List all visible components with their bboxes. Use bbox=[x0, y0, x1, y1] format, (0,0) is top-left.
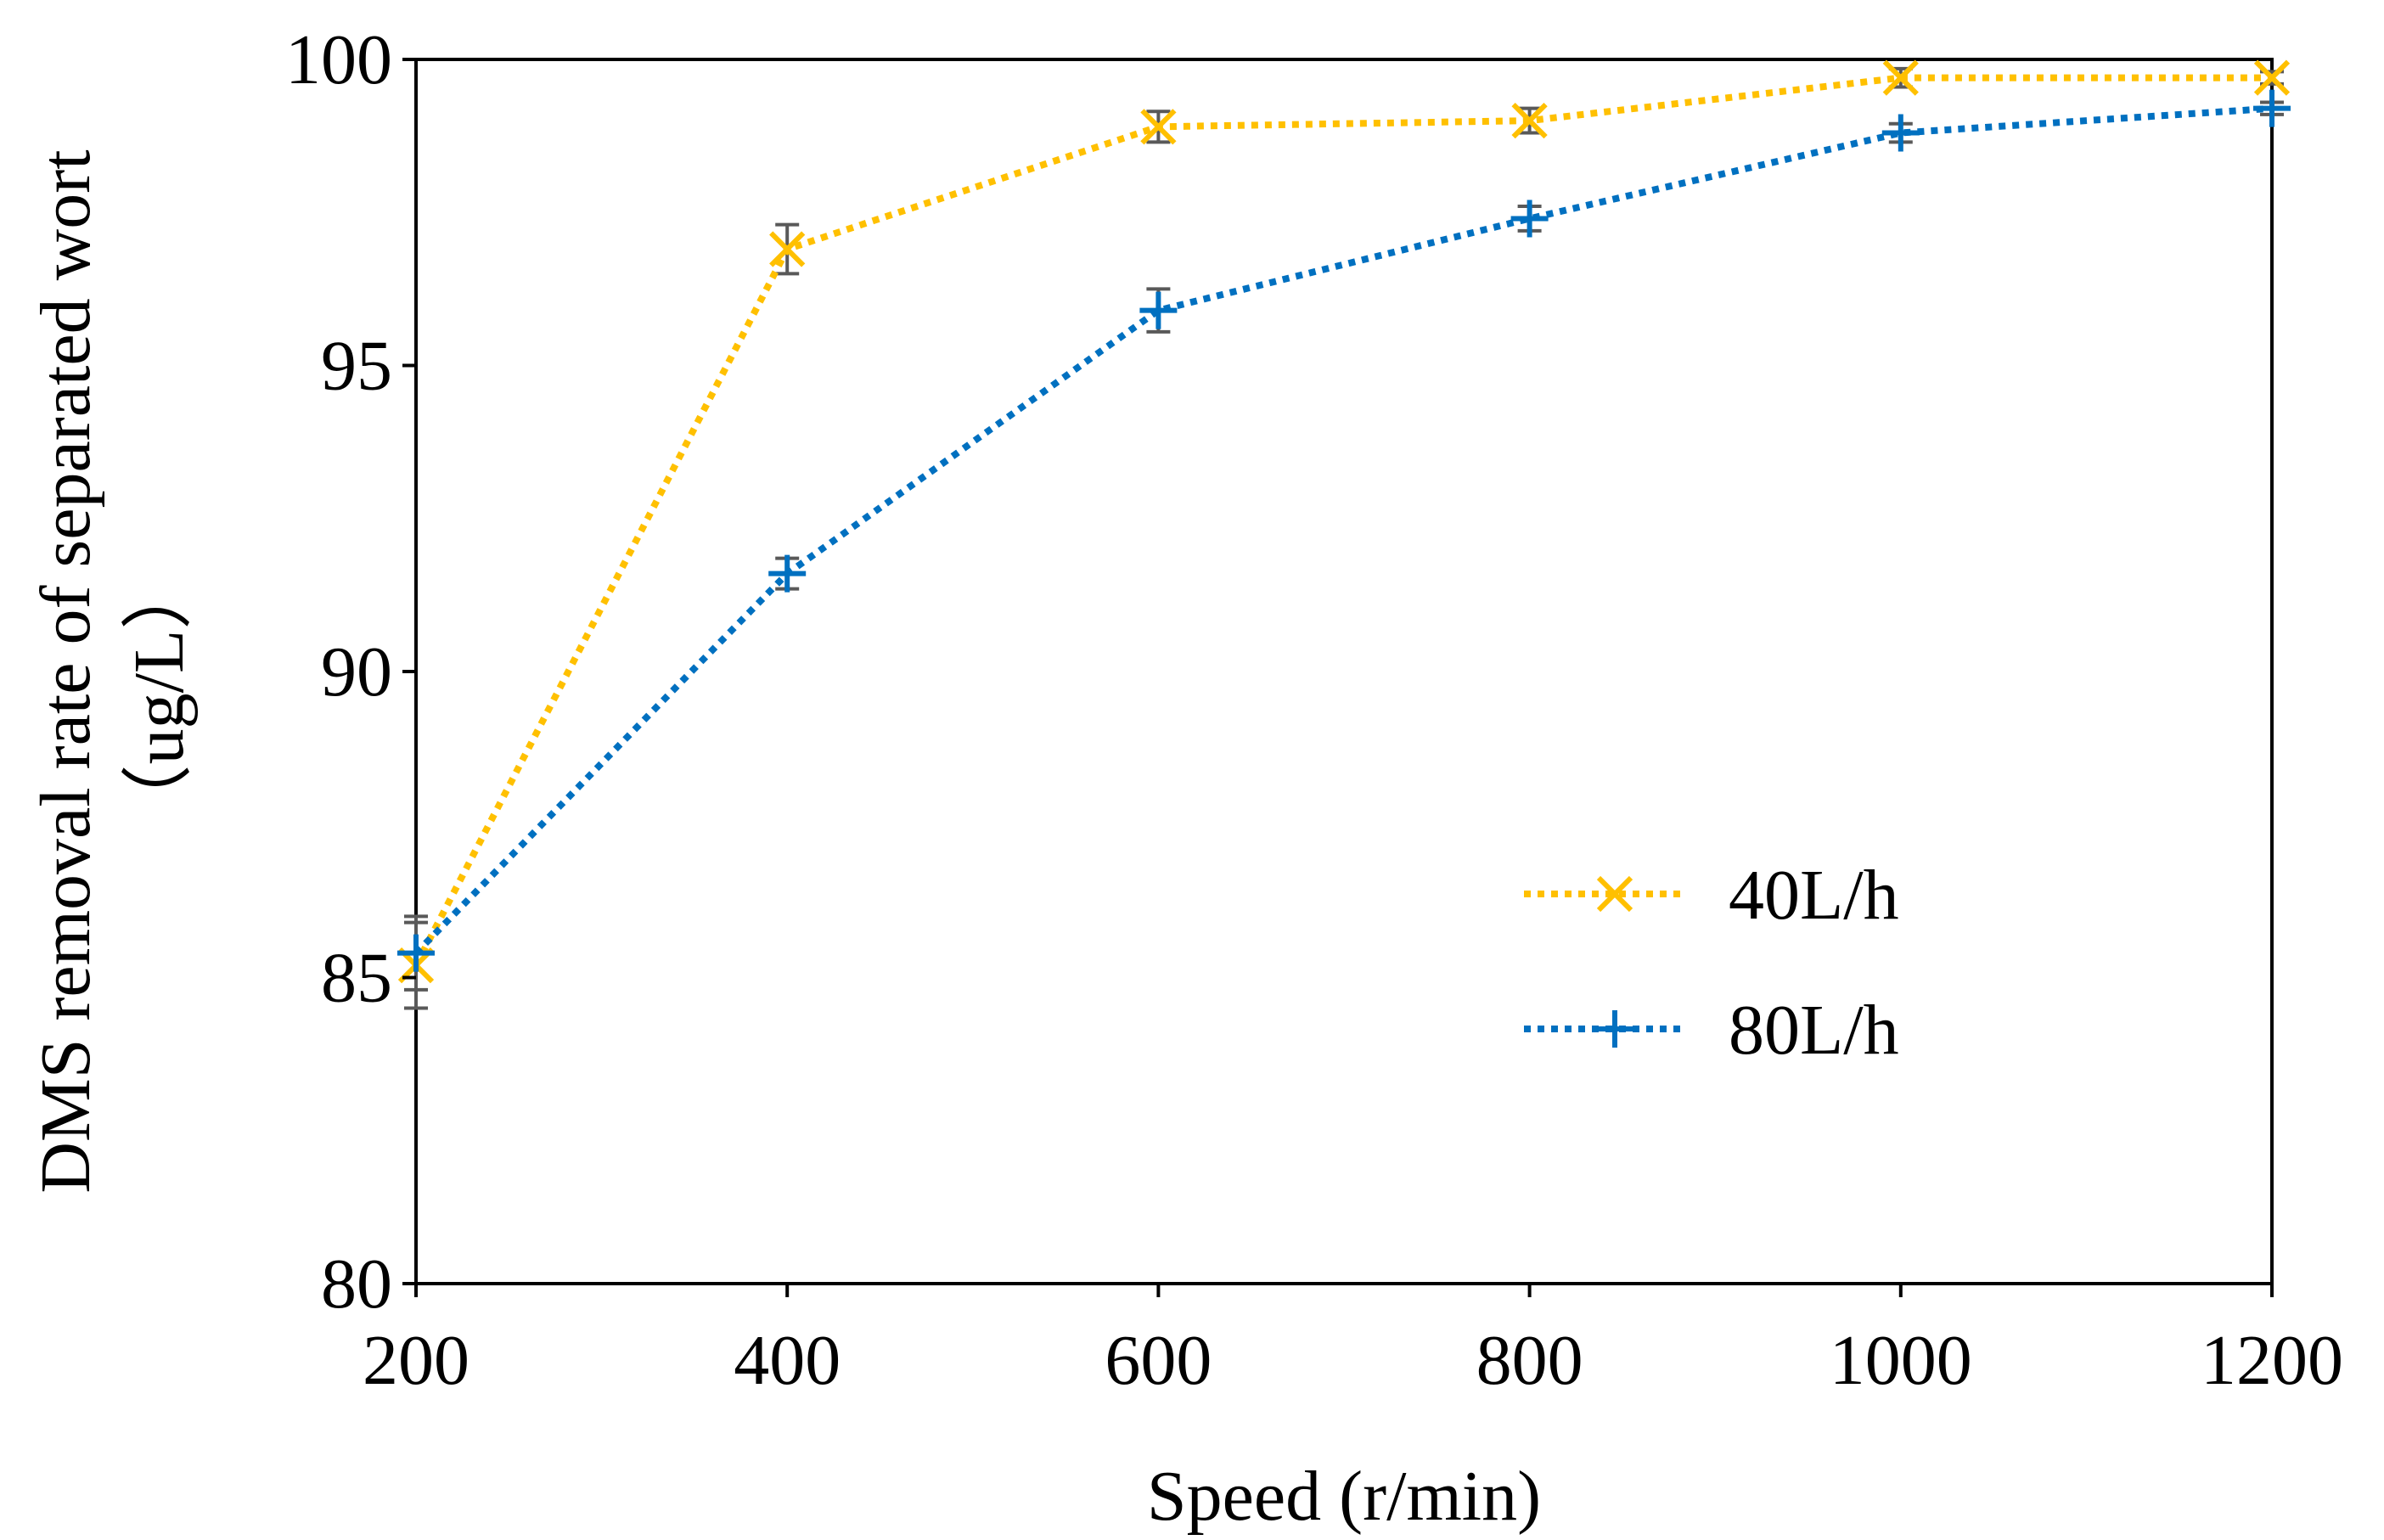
legend-marker-40lh bbox=[1596, 875, 1633, 913]
x-axis-title: Speed (r/min) bbox=[1147, 1457, 1541, 1536]
y-axis: 80 85 90 95 100 bbox=[285, 20, 416, 1324]
data-point-80lh-1000 bbox=[1881, 114, 1920, 152]
series-lines bbox=[413, 74, 2273, 967]
y-tick-label-95: 95 bbox=[321, 327, 392, 406]
y-tick-label-80: 80 bbox=[321, 1245, 392, 1324]
legend-label-80lh: 80L/h bbox=[1729, 991, 1899, 1070]
legend-item-80lh: 80L/h bbox=[1524, 991, 1899, 1070]
legend-label-40lh: 40L/h bbox=[1729, 856, 1899, 935]
data-point-80lh-800 bbox=[1510, 200, 1549, 238]
error-bars bbox=[404, 66, 2284, 1010]
series-line-80lh bbox=[413, 104, 2273, 956]
data-point-80lh-200 bbox=[397, 934, 435, 972]
data-point-40lh-1000 bbox=[1882, 59, 1919, 96]
x-axis: 200 400 600 800 1000 1200 bbox=[363, 1284, 2343, 1400]
y-axis-title-line2: （ug/L） bbox=[120, 559, 199, 836]
data-point-80lh-600 bbox=[1139, 291, 1178, 329]
x-tick-label-1200: 1200 bbox=[2201, 1321, 2343, 1400]
y-tick-label-90: 90 bbox=[321, 632, 392, 711]
legend-item-40lh: 40L/h bbox=[1524, 856, 1899, 935]
series-markers bbox=[397, 59, 2291, 984]
series-line-40lh bbox=[413, 74, 2272, 967]
y-axis-title-line1: DMS removal rate of separated wort bbox=[26, 149, 105, 1193]
y-tick-label-85: 85 bbox=[321, 939, 392, 1018]
data-point-40lh-600 bbox=[1140, 109, 1177, 145]
y-tick-label-100: 100 bbox=[285, 20, 392, 99]
data-point-40lh-1200 bbox=[2253, 59, 2291, 96]
x-tick-label-1000: 1000 bbox=[1830, 1321, 1972, 1400]
x-tick-label-600: 600 bbox=[1105, 1321, 1212, 1400]
data-point-80lh-1200 bbox=[2253, 89, 2291, 127]
x-tick-label-400: 400 bbox=[734, 1321, 841, 1400]
legend: 40L/h 80L/h bbox=[1524, 856, 1899, 1070]
x-tick-label-800: 800 bbox=[1476, 1321, 1583, 1400]
legend-marker-80lh bbox=[1596, 1010, 1633, 1048]
data-point-40lh-800 bbox=[1511, 102, 1548, 139]
y-axis-title: DMS removal rate of separated wort （ug/L… bbox=[26, 149, 199, 1193]
data-point-40lh-400 bbox=[769, 231, 806, 267]
x-tick-label-200: 200 bbox=[363, 1321, 469, 1400]
data-point-80lh-400 bbox=[768, 554, 807, 593]
